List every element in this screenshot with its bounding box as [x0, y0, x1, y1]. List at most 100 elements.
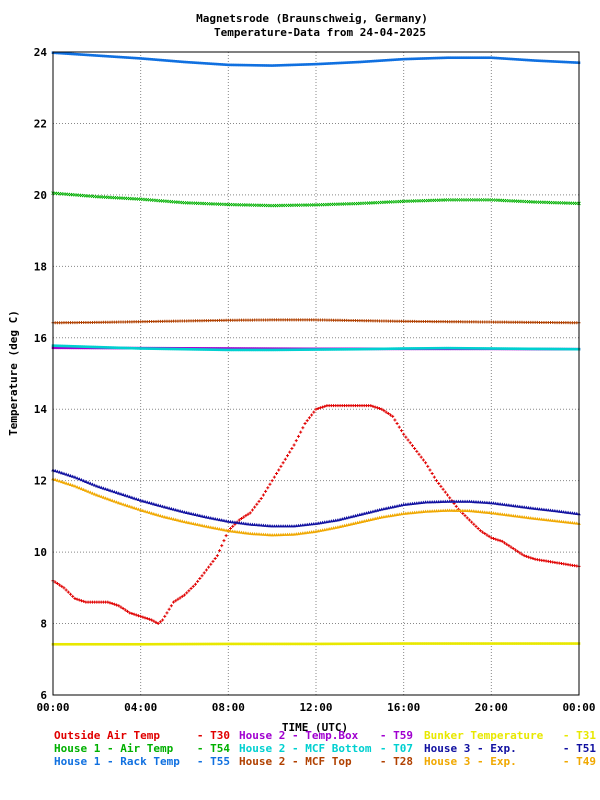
point-T31	[268, 642, 272, 646]
point-T51	[261, 523, 266, 527]
point-T07	[248, 348, 252, 352]
point-T51	[491, 501, 496, 505]
point-T31	[181, 642, 184, 646]
point-T07	[270, 348, 274, 352]
legend-code: - T07	[380, 742, 413, 755]
point-T30	[110, 602, 114, 606]
point-T49	[99, 494, 104, 498]
point-T07	[555, 347, 559, 351]
point-T49	[152, 512, 156, 516]
point-T30	[196, 579, 200, 583]
point-T07	[463, 346, 467, 350]
point-T51	[467, 499, 472, 503]
point-T31	[255, 642, 259, 646]
point-T51	[62, 471, 66, 475]
point-T07	[378, 347, 381, 351]
point-T31	[178, 642, 182, 646]
point-T30	[123, 608, 127, 612]
point-T07	[470, 347, 473, 350]
point-T07	[170, 347, 173, 351]
point-T30	[393, 418, 397, 422]
point-T31	[411, 642, 414, 645]
point-T07	[465, 346, 469, 350]
point-T55	[73, 52, 77, 56]
point-T31	[251, 642, 254, 646]
point-T07	[60, 344, 64, 348]
point-T51	[575, 511, 579, 516]
point-T07	[235, 348, 239, 352]
point-T07	[218, 348, 221, 352]
point-T49	[257, 532, 261, 536]
point-T30	[307, 416, 311, 420]
point-T55	[281, 63, 285, 67]
point-T55	[444, 56, 447, 60]
point-T07	[345, 348, 348, 351]
point-T07	[389, 347, 392, 351]
point-T31	[439, 642, 443, 645]
point-T31	[97, 642, 101, 646]
point-T55	[108, 55, 112, 58]
point-T30	[448, 496, 452, 500]
point-T51	[209, 516, 213, 520]
point-T07	[297, 348, 300, 352]
point-T51	[478, 500, 483, 504]
point-T55	[257, 64, 261, 67]
point-T07	[393, 347, 397, 350]
point-T51	[70, 474, 75, 478]
point-T30	[408, 441, 412, 445]
point-T31	[327, 642, 331, 646]
point-T49	[57, 479, 62, 483]
point-T07	[64, 344, 68, 348]
point-T49	[528, 516, 533, 520]
point-T07	[380, 347, 384, 351]
point-T30	[432, 475, 436, 479]
point-T07	[496, 347, 500, 350]
point-T31	[124, 642, 127, 646]
point-T55	[338, 61, 342, 65]
point-T30	[64, 588, 68, 592]
point-T49	[70, 483, 75, 487]
point-T30	[69, 592, 73, 596]
point-T51	[152, 502, 156, 506]
point-T49	[167, 516, 171, 520]
point-T31	[294, 642, 298, 646]
point-T49	[542, 517, 546, 521]
point-T30	[112, 602, 116, 606]
point-T49	[59, 479, 64, 484]
point-T30	[121, 607, 125, 611]
point-T30	[283, 457, 287, 461]
point-T49	[230, 529, 235, 533]
point-T07	[202, 348, 206, 351]
point-T07	[430, 346, 434, 350]
point-T51	[138, 498, 143, 502]
point-T55	[450, 56, 454, 60]
point-T49	[502, 512, 507, 516]
point-T49	[187, 520, 191, 525]
point-T55	[369, 59, 373, 63]
point-T30	[496, 538, 500, 542]
y-tick-label: 16	[34, 332, 48, 345]
point-T55	[433, 56, 436, 60]
point-T55	[213, 62, 217, 66]
point-T30	[461, 512, 465, 516]
point-T31	[461, 642, 465, 645]
point-T07	[220, 348, 224, 352]
point-T55	[303, 63, 307, 66]
point-T31	[257, 642, 261, 646]
point-T49	[86, 489, 90, 493]
point-T55	[454, 56, 458, 60]
point-T55	[367, 60, 370, 63]
point-T30	[178, 596, 182, 600]
point-T55	[514, 57, 517, 61]
point-T30	[134, 613, 138, 617]
point-T31	[450, 642, 454, 645]
point-T31	[154, 642, 158, 646]
point-T30	[62, 586, 66, 590]
point-T31	[544, 642, 548, 645]
point-T30	[437, 482, 441, 486]
point-T55	[150, 58, 153, 61]
point-T49	[84, 488, 88, 492]
point-T07	[275, 348, 278, 352]
point-T31	[292, 642, 296, 646]
point-T49	[219, 527, 224, 531]
